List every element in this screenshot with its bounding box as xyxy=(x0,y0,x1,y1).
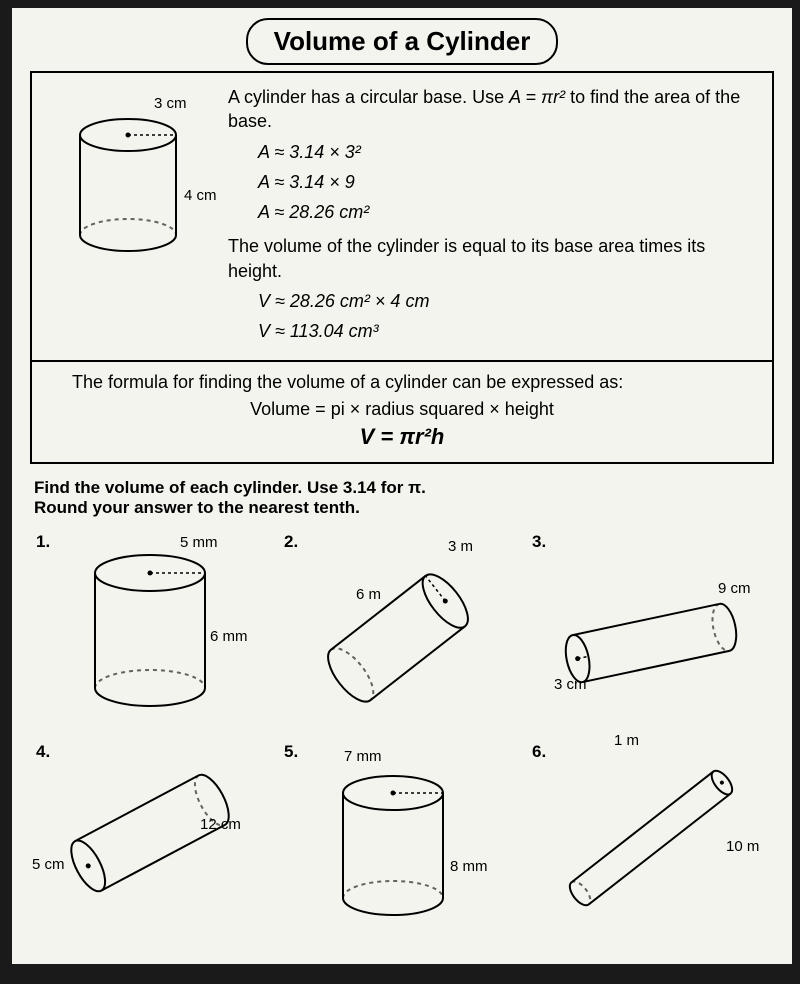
example-vcalc1: V ≈ 28.26 cm² × 4 cm xyxy=(258,289,756,313)
problem-5: 5. 7 mm 8 mm xyxy=(278,738,526,948)
problem-3: 3. 9 cm 3 cm xyxy=(526,528,774,738)
cylinder-3-svg xyxy=(526,528,766,738)
problems-grid: 1. 5 mm 6 mm 2. xyxy=(30,528,774,948)
p5-height: 8 mm xyxy=(450,858,488,875)
p3-radius: 3 cm xyxy=(554,676,587,693)
title-wrap: Volume of a Cylinder xyxy=(30,18,774,65)
problem-number: 2. xyxy=(284,532,298,552)
formula-line1: The formula for finding the volume of a … xyxy=(48,372,756,393)
problem-number: 3. xyxy=(532,532,546,552)
problem-number: 6. xyxy=(532,742,546,762)
formula-eq: V = πr²h xyxy=(48,424,756,450)
example-text: A cylinder has a circular base. Use A = … xyxy=(228,85,756,350)
example-intro: A cylinder has a circular base. Use A = … xyxy=(228,85,756,134)
example-calc2: A ≈ 3.14 × 9 xyxy=(258,170,756,194)
example-calc1: A ≈ 3.14 × 3² xyxy=(258,140,756,164)
example-height-label: 4 cm xyxy=(184,187,217,204)
p6-radius: 1 m xyxy=(614,732,639,749)
p4-height: 12 cm xyxy=(200,816,241,833)
problem-6: 6. 1 m 10 m xyxy=(526,738,774,948)
p2-radius: 3 m xyxy=(448,538,473,555)
main-frame: 3 cm 4 cm A cylinder has a circular base… xyxy=(30,71,774,464)
example-vol-intro: The volume of the cylinder is equal to i… xyxy=(228,234,756,283)
problem-2: 2. 3 m 6 m xyxy=(278,528,526,738)
worksheet-page: Volume of a Cylinder 3 cm 4 cm A cyl xyxy=(12,8,792,964)
example-vcalc2: V ≈ 113.04 cm³ xyxy=(258,319,756,343)
problem-1: 1. 5 mm 6 mm xyxy=(30,528,278,738)
problem-number: 1. xyxy=(36,532,50,552)
example-cylinder-svg xyxy=(48,85,228,285)
formula-words: Volume = pi × radius squared × height xyxy=(48,399,756,420)
p3-height: 9 cm xyxy=(718,580,751,597)
example-calc3: A ≈ 28.26 cm² xyxy=(258,200,756,224)
cylinder-5-svg xyxy=(278,738,518,948)
p4-radius: 5 cm xyxy=(32,856,65,873)
page-title: Volume of a Cylinder xyxy=(246,18,559,65)
p1-radius: 5 mm xyxy=(180,534,218,551)
formula-section: The formula for finding the volume of a … xyxy=(32,362,772,462)
cylinder-2-svg xyxy=(278,528,518,738)
instructions: Find the volume of each cylinder. Use 3.… xyxy=(34,478,770,518)
p1-height: 6 mm xyxy=(210,628,248,645)
p2-height: 6 m xyxy=(356,586,381,603)
example-section: 3 cm 4 cm A cylinder has a circular base… xyxy=(32,73,772,362)
problem-number: 4. xyxy=(36,742,50,762)
p6-height: 10 m xyxy=(726,838,759,855)
problem-number: 5. xyxy=(284,742,298,762)
p5-radius: 7 mm xyxy=(344,748,382,765)
problem-4: 4. 5 cm 12 cm xyxy=(30,738,278,948)
example-radius-label: 3 cm xyxy=(154,95,187,112)
cylinder-4-svg xyxy=(30,738,270,948)
example-figure: 3 cm 4 cm xyxy=(48,85,228,285)
